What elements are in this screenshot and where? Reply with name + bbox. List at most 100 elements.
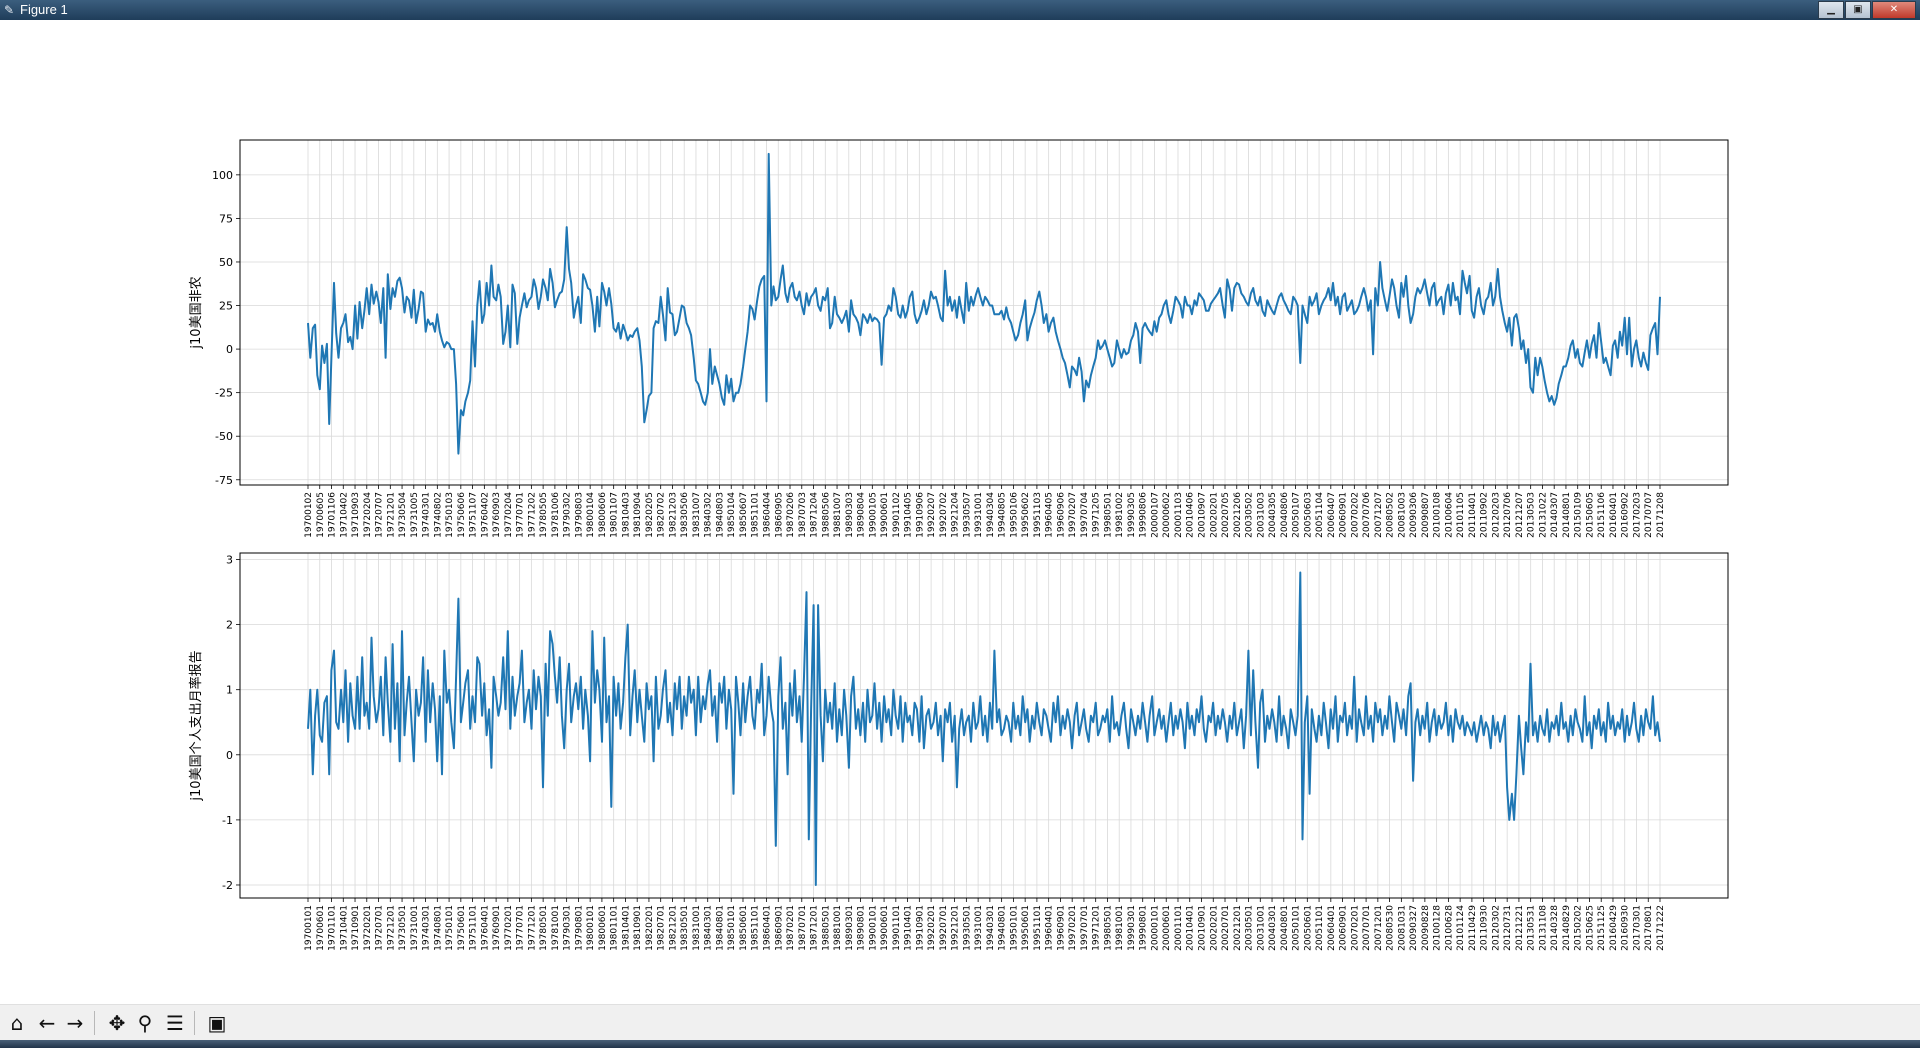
x-tick-label: 20170203: [1632, 492, 1642, 538]
y-tick-label: -75: [215, 474, 233, 487]
x-tick-label: 19970704: [1080, 492, 1090, 538]
x-tick-label: 19740801: [433, 905, 443, 951]
x-tick-label: 20010907: [1197, 492, 1207, 538]
x-tick-label: 19860905: [774, 492, 784, 538]
y-tick-label: 100: [212, 169, 233, 182]
y-tick-label: 3: [226, 554, 233, 567]
x-tick-label: 19721201: [386, 905, 396, 951]
x-tick-label: 19831007: [692, 492, 702, 538]
x-tick-label: 20120731: [1503, 905, 1513, 951]
x-tick-label: 19770201: [504, 905, 514, 951]
x-tick-label: 19871204: [810, 492, 820, 538]
x-tick-label: 19801107: [610, 492, 620, 538]
x-tick-label: 20110930: [1480, 905, 1490, 951]
x-tick-label: 19951103: [1033, 492, 1043, 538]
x-tick-label: 20060901: [1339, 905, 1349, 951]
x-tick-label: 20000101: [1150, 905, 1160, 951]
x-tick-label: 19940801: [998, 905, 1008, 951]
x-tick-label: 19781001: [551, 905, 561, 951]
x-tick-label: 20001103: [1174, 492, 1184, 538]
x-tick-label: 19950106: [1009, 492, 1019, 538]
x-tick-label: 19910901: [915, 905, 925, 951]
x-tick-label: 19870703: [798, 492, 808, 538]
close-button[interactable]: ✕: [1872, 1, 1916, 19]
axes-frame: [239, 139, 1729, 486]
configure-subplots-icon[interactable]: ☰: [166, 1011, 184, 1035]
x-tick-label: 19980501: [1103, 492, 1113, 538]
x-tick-label: 19780505: [539, 492, 549, 538]
zoom-icon[interactable]: ⚲: [137, 1011, 153, 1035]
x-tick-label: 20131108: [1538, 905, 1548, 951]
x-tick-label: 19960901: [1056, 905, 1066, 951]
x-tick-label: 19920201: [927, 905, 937, 951]
x-tick-label: 19881001: [833, 905, 843, 951]
x-tick-label: 19970207: [1068, 492, 1078, 538]
x-tick-label: 20000601: [1162, 905, 1172, 951]
x-tick-label: 20021201: [1233, 905, 1243, 951]
x-tick-label: 19981002: [1115, 492, 1125, 538]
window-controls: ▁ ▣ ✕: [1817, 1, 1916, 19]
figure-canvas[interactable]: 19700102 19700605 19701106 19710402 19710903…: [0, 20, 1920, 1004]
x-tick-label: 20080530: [1386, 905, 1396, 951]
x-tick-label: 19701101: [328, 905, 338, 951]
x-tick-label: 19920207: [927, 492, 937, 538]
x-tick-label: 20160930: [1621, 905, 1631, 951]
x-tick-label: 19771202: [527, 492, 537, 538]
x-tick-label: 19790801: [574, 905, 584, 951]
x-tick-label: 19740802: [433, 492, 443, 538]
x-tick-label: 19731001: [410, 905, 420, 951]
toolbar-separator: [94, 1011, 95, 1035]
x-tick-label: 19960906: [1056, 492, 1066, 538]
x-tick-label: 20070706: [1362, 492, 1372, 538]
x-tick-label: 19921201: [951, 905, 961, 951]
x-tick-label: 19820702: [657, 492, 667, 538]
x-tick-label: 20080502: [1386, 492, 1396, 538]
app-icon: ✎: [4, 3, 15, 17]
maximize-button[interactable]: ▣: [1845, 1, 1871, 19]
window-titlebar: ✎ Figure 1 ▁ ▣ ✕: [0, 0, 1920, 20]
x-tick-label: 19990305: [1127, 492, 1137, 538]
x-tick-label: 20070202: [1350, 492, 1360, 538]
forward-arrow-icon[interactable]: →: [66, 1011, 84, 1035]
x-tick-label: 19930501: [962, 905, 972, 951]
x-tick-label: 19810901: [633, 905, 643, 951]
y-axis-label: j10美国个人支出月率报告: [188, 650, 204, 801]
x-tick-label: 19881007: [833, 492, 843, 538]
x-tick-label: 19840302: [704, 492, 714, 538]
x-tick-label: 19860901: [774, 905, 784, 951]
minimize-button[interactable]: ▁: [1818, 1, 1844, 19]
y-tick-label: -50: [215, 430, 233, 443]
x-tick-label: 20160429: [1609, 905, 1619, 951]
x-tick-label: 19890801: [857, 905, 867, 951]
back-arrow-icon[interactable]: ←: [38, 1011, 56, 1035]
subplot-1: 19700102 19700605 19701106 19710402 19710903…: [189, 139, 1729, 538]
y-axis-label: j10美国非农: [189, 276, 204, 349]
x-tick-label: 19770204: [504, 492, 514, 538]
x-tick-label: 20010406: [1186, 492, 1196, 538]
subplot-2: 19700101 19700601 19701101 19710401 19710901…: [188, 552, 1729, 951]
x-tick-label: 20010401: [1186, 905, 1196, 951]
x-tick-label: 20020201: [1209, 492, 1219, 538]
toolbar-separator: [194, 1011, 195, 1035]
save-icon[interactable]: ▣: [207, 1011, 227, 1035]
home-icon[interactable]: ⌂: [10, 1011, 24, 1035]
x-tick-label: 19790301: [563, 905, 573, 951]
pan-icon[interactable]: ✥: [108, 1011, 126, 1035]
x-tick-label: 20151106: [1597, 492, 1607, 538]
x-tick-label: 19940805: [998, 492, 1008, 538]
x-tick-label: 19890303: [845, 492, 855, 538]
x-tick-label: 19890804: [857, 492, 867, 538]
x-tick-label: 20030502: [1245, 492, 1255, 538]
x-tick-label: 19701106: [328, 492, 338, 538]
x-tick-label: 19870701: [798, 905, 808, 951]
x-tick-label: 19980501: [1103, 905, 1113, 951]
x-tick-label: 20160401: [1609, 492, 1619, 538]
x-tick-label: 19960401: [1045, 905, 1055, 951]
x-tick-label: 19910401: [904, 905, 914, 951]
x-tick-label: 20010901: [1197, 905, 1207, 951]
x-tick-label: 20050101: [1292, 905, 1302, 951]
x-tick-label: 19860401: [763, 905, 773, 951]
x-tick-label: 20110429: [1468, 905, 1478, 951]
x-tick-label: 19950602: [1021, 492, 1031, 538]
x-tick-label: 19900601: [880, 492, 890, 538]
